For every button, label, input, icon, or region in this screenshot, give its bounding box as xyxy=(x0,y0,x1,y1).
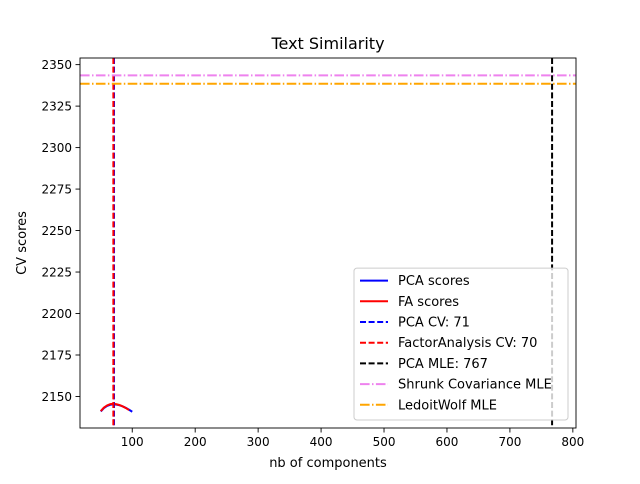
legend-label: PCA MLE: 767 xyxy=(398,357,488,372)
y-tick-label: 2325 xyxy=(41,100,72,114)
chart-title: Text Similarity xyxy=(270,34,384,53)
x-tick-label: 600 xyxy=(436,435,459,449)
x-tick-label: 800 xyxy=(561,435,584,449)
x-tick-label: 500 xyxy=(373,435,396,449)
x-tick-label: 100 xyxy=(121,435,144,449)
y-tick-label: 2225 xyxy=(41,266,72,280)
y-tick-label: 2275 xyxy=(41,183,72,197)
legend-label: FA scores xyxy=(398,295,459,310)
legend: PCA scores FA scores PCA CV: 71 FactorAnaly… xyxy=(353,267,569,421)
legend-label: PCA CV: 71 xyxy=(398,316,470,331)
x-tick-label: 200 xyxy=(184,435,207,449)
y-tick-label: 2200 xyxy=(41,307,72,321)
legend-label: Shrunk Covariance MLE xyxy=(398,378,552,393)
axes-frame xyxy=(79,57,577,429)
x-axis-label: nb of components xyxy=(269,456,387,471)
x-tick-label: 400 xyxy=(310,435,333,449)
y-tick-label: 2300 xyxy=(41,141,72,155)
y-axis-label: CV scores xyxy=(15,211,30,275)
x-tick-label: 700 xyxy=(498,435,521,449)
legend-box xyxy=(353,267,569,421)
x-tick-label: 300 xyxy=(247,435,270,449)
y-tick-label: 2250 xyxy=(41,224,72,238)
y-tick-label: 2150 xyxy=(41,390,72,404)
series-group xyxy=(80,58,576,428)
legend-label: FactorAnalysis CV: 70 xyxy=(398,336,537,351)
plot-area: 100 200 300 400 500 600 700 800 2150 2175 2200 2225… xyxy=(41,57,584,449)
legend-label: PCA scores xyxy=(398,274,470,289)
y-tick-label: 2175 xyxy=(41,348,72,362)
y-tick-label: 2350 xyxy=(41,58,72,72)
legend-label: LedoitWolf MLE xyxy=(398,398,497,413)
